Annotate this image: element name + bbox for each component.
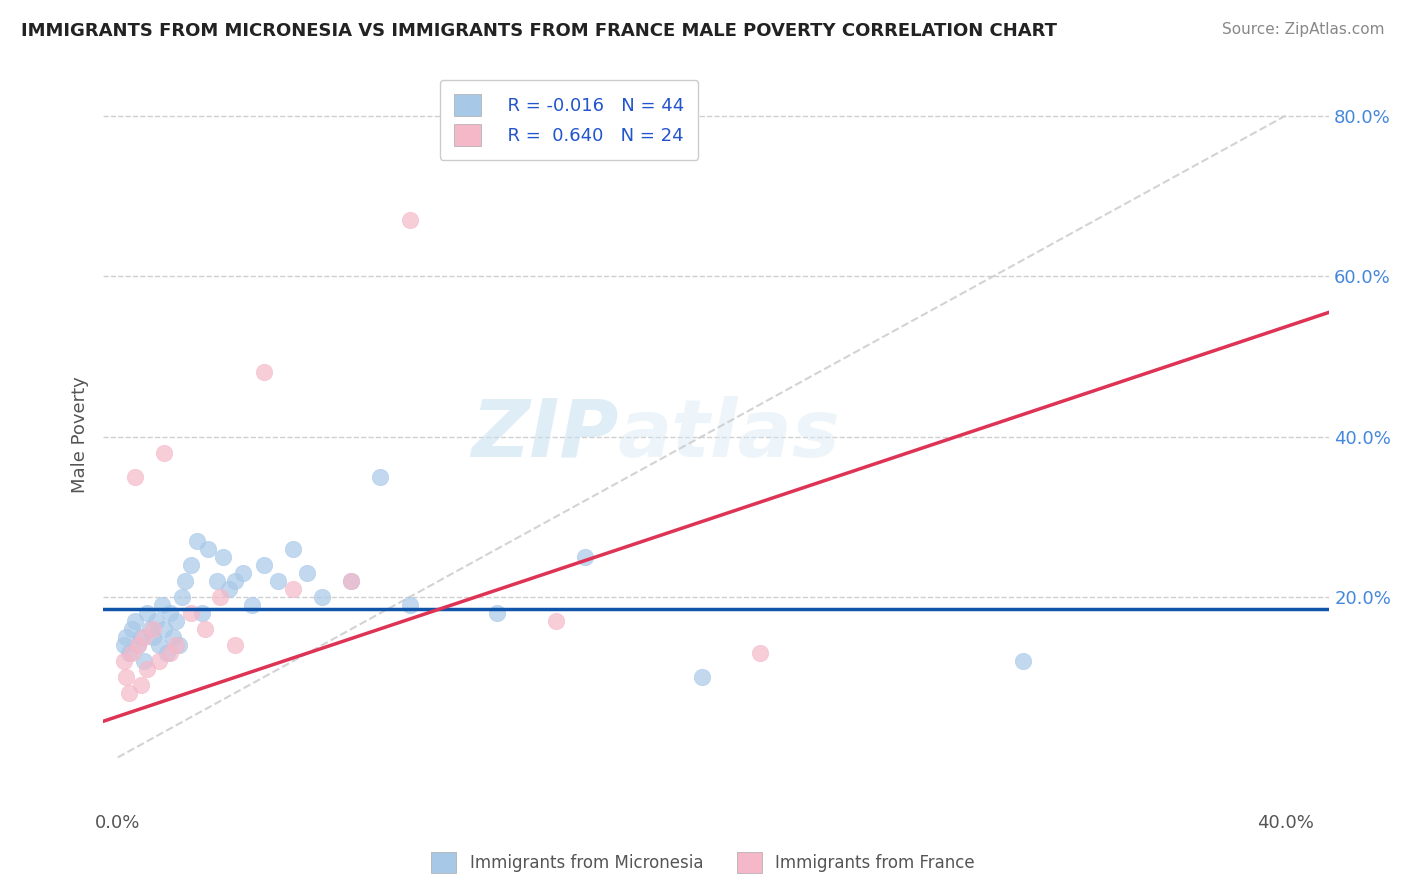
Point	[135, 606, 157, 620]
Point	[153, 622, 176, 636]
Point	[112, 654, 135, 668]
Y-axis label: Male Poverty: Male Poverty	[72, 376, 89, 493]
Point	[165, 638, 187, 652]
Point	[224, 574, 246, 588]
Point	[311, 590, 333, 604]
Point	[186, 533, 208, 548]
Point	[159, 606, 181, 620]
Point	[142, 622, 165, 636]
Point	[340, 574, 363, 588]
Legend: Immigrants from Micronesia, Immigrants from France: Immigrants from Micronesia, Immigrants f…	[425, 846, 981, 880]
Point	[340, 574, 363, 588]
Point	[135, 662, 157, 676]
Point	[148, 638, 170, 652]
Text: ZIP: ZIP	[471, 395, 619, 474]
Text: Source: ZipAtlas.com: Source: ZipAtlas.com	[1222, 22, 1385, 37]
Point	[211, 549, 233, 564]
Point	[208, 590, 231, 604]
Point	[159, 646, 181, 660]
Point	[690, 670, 713, 684]
Point	[194, 622, 217, 636]
Point	[370, 469, 392, 483]
Point	[162, 630, 184, 644]
Point	[267, 574, 290, 588]
Point	[118, 686, 141, 700]
Point	[118, 646, 141, 660]
Point	[165, 614, 187, 628]
Point	[191, 606, 214, 620]
Point	[749, 646, 772, 660]
Point	[124, 614, 146, 628]
Point	[170, 590, 193, 604]
Point	[124, 469, 146, 483]
Point	[253, 558, 276, 572]
Point	[218, 582, 240, 596]
Text: atlas: atlas	[619, 395, 841, 474]
Point	[115, 630, 138, 644]
Point	[132, 654, 155, 668]
Legend:   R = -0.016   N = 44,   R =  0.640   N = 24: R = -0.016 N = 44, R = 0.640 N = 24	[440, 80, 699, 160]
Point	[281, 541, 304, 556]
Point	[197, 541, 219, 556]
Point	[398, 598, 420, 612]
Point	[121, 622, 143, 636]
Point	[121, 646, 143, 660]
Point	[148, 654, 170, 668]
Point	[129, 630, 152, 644]
Point	[156, 646, 179, 660]
Point	[180, 606, 202, 620]
Point	[232, 566, 254, 580]
Point	[253, 365, 276, 379]
Point	[173, 574, 195, 588]
Point	[240, 598, 263, 612]
Point	[297, 566, 319, 580]
Text: IMMIGRANTS FROM MICRONESIA VS IMMIGRANTS FROM FRANCE MALE POVERTY CORRELATION CH: IMMIGRANTS FROM MICRONESIA VS IMMIGRANTS…	[21, 22, 1057, 40]
Point	[142, 630, 165, 644]
Point	[153, 445, 176, 459]
Point	[1011, 654, 1033, 668]
Point	[398, 213, 420, 227]
Point	[205, 574, 228, 588]
Point	[127, 638, 149, 652]
Point	[574, 549, 596, 564]
Point	[486, 606, 509, 620]
Point	[150, 598, 173, 612]
Point	[281, 582, 304, 596]
Point	[132, 630, 155, 644]
Point	[112, 638, 135, 652]
Point	[180, 558, 202, 572]
Point	[167, 638, 190, 652]
Point	[224, 638, 246, 652]
Point	[115, 670, 138, 684]
Point	[145, 614, 167, 628]
Point	[127, 638, 149, 652]
Point	[544, 614, 567, 628]
Point	[139, 622, 162, 636]
Point	[129, 678, 152, 692]
